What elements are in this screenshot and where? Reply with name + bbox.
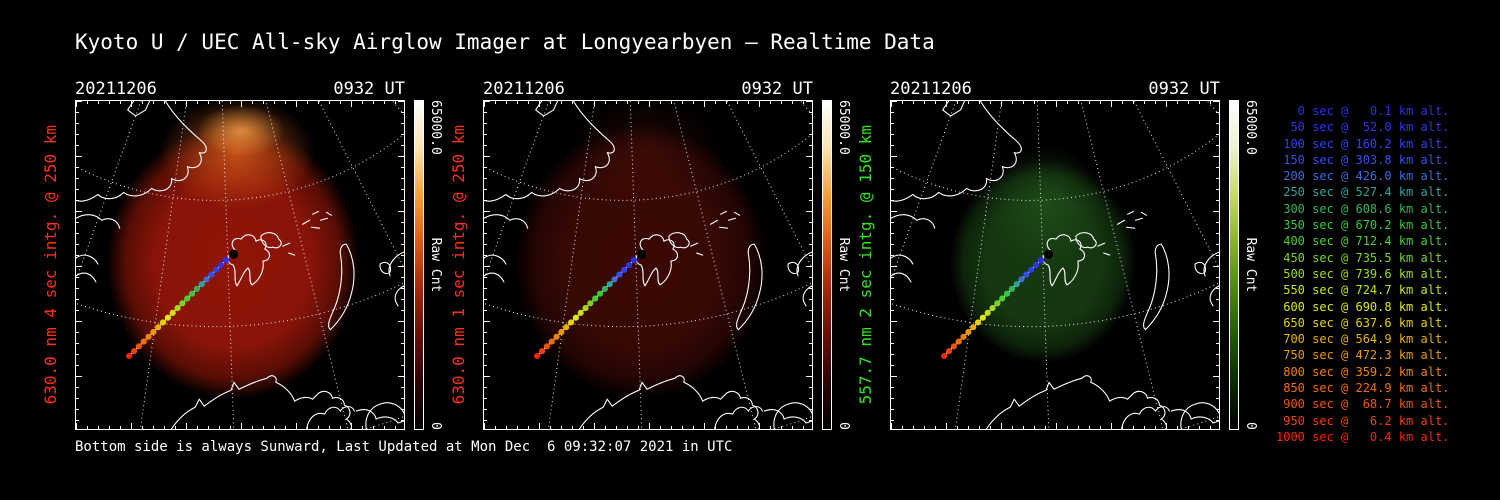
ephemeris-row: 1000 sec @ 0.4 km alt. bbox=[1276, 429, 1450, 444]
allsky-map bbox=[75, 100, 405, 430]
graticule bbox=[484, 101, 812, 429]
map-image bbox=[484, 101, 812, 429]
ephemeris-row: 650 sec @ 637.6 km alt. bbox=[1276, 315, 1450, 330]
panel-time: 0932 UT bbox=[1148, 79, 1220, 99]
colorbar bbox=[822, 100, 832, 430]
wavelength-label: 630.0 nm 1 sec intg. @ 250 km bbox=[447, 100, 469, 430]
airglow-field bbox=[514, 101, 768, 400]
allsky-map bbox=[483, 100, 813, 430]
panel-630nm-4sec: 20211206 0932 UT 630.0 nm 4 sec intg. @ … bbox=[41, 79, 447, 430]
ephemeris-row: 800 sec @ 359.2 km alt. bbox=[1276, 364, 1450, 379]
ephemeris-row: 200 sec @ 426.0 km alt. bbox=[1276, 169, 1450, 184]
wavelength-label-text: 630.0 nm 1 sec intg. @ 250 km bbox=[448, 125, 468, 405]
station-marker bbox=[1043, 249, 1054, 259]
page-title: Kyoto U / UEC All-sky Airglow Imager at … bbox=[75, 30, 935, 54]
ephemeris-row: 450 sec @ 735.5 km alt. bbox=[1276, 250, 1450, 265]
panel-630nm-1sec: 20211206 0932 UT 630.0 nm 1 sec intg. @ … bbox=[449, 79, 855, 430]
ephemeris-row: 500 sec @ 739.6 km alt. bbox=[1276, 266, 1450, 281]
coastlines bbox=[76, 101, 404, 429]
colorbar-labels: 65000.0 Raw Cnt 0 bbox=[836, 100, 854, 430]
colorbar-max-value: 65000.0 bbox=[836, 100, 851, 155]
satellite-track bbox=[534, 249, 647, 360]
ephemeris-row: 400 sec @ 712.4 km alt. bbox=[1276, 234, 1450, 249]
colorbar-min-value: 0 bbox=[428, 422, 443, 430]
graticule bbox=[891, 101, 1219, 429]
wavelength-label-text: 557.7 nm 2 sec intg. @ 150 km bbox=[855, 125, 875, 405]
ephemeris-row: 350 sec @ 670.2 km alt. bbox=[1276, 218, 1450, 233]
ephemeris-row: 250 sec @ 527.4 km alt. bbox=[1276, 185, 1450, 200]
ephemeris-row: 300 sec @ 608.6 km alt. bbox=[1276, 201, 1450, 216]
satellite-track bbox=[126, 249, 239, 360]
graticule bbox=[76, 101, 404, 429]
wavelength-label: 557.7 nm 2 sec intg. @ 150 km bbox=[854, 100, 876, 430]
panel-date: 20211206 bbox=[890, 79, 972, 99]
ephemeris-row: 950 sec @ 6.2 km alt. bbox=[1276, 413, 1450, 428]
panel-header: 20211206 0932 UT bbox=[483, 79, 813, 99]
footer-note: Bottom side is always Sunward, Last Upda… bbox=[75, 439, 733, 455]
ephemeris-row: 700 sec @ 564.9 km alt. bbox=[1276, 332, 1450, 347]
colorbar bbox=[1229, 100, 1239, 430]
ephemeris-row: 50 sec @ 52.0 km alt. bbox=[1276, 120, 1450, 135]
ephemeris-row: 150 sec @ 303.8 km alt. bbox=[1276, 152, 1450, 167]
ephemeris-row: 900 sec @ 68.7 km alt. bbox=[1276, 397, 1450, 412]
colorbar-min-value: 0 bbox=[836, 422, 851, 430]
ephemeris-row: 100 sec @ 160.2 km alt. bbox=[1276, 136, 1450, 151]
wavelength-label-text: 630.0 nm 4 sec intg. @ 250 km bbox=[40, 125, 60, 405]
panel-date: 20211206 bbox=[75, 79, 157, 99]
colorbar-title: Raw Cnt bbox=[1243, 237, 1258, 293]
satellite-track bbox=[941, 249, 1054, 360]
panel-header: 20211206 0932 UT bbox=[75, 79, 405, 99]
ephemeris-row: 750 sec @ 472.3 km alt. bbox=[1276, 348, 1450, 363]
panel-date: 20211206 bbox=[483, 79, 565, 99]
ephemeris-legend: 0 sec @ 0.1 km alt. 50 sec @ 52.0 km alt… bbox=[1276, 103, 1449, 445]
colorbar-max-value: 65000.0 bbox=[1243, 100, 1258, 155]
station-marker bbox=[228, 249, 239, 259]
ephemeris-row: 550 sec @ 724.7 km alt. bbox=[1276, 283, 1450, 298]
ephemeris-row: 0 sec @ 0.1 km alt. bbox=[1276, 104, 1450, 118]
colorbar-max-value: 65000.0 bbox=[428, 100, 443, 155]
colorbar-labels: 65000.0 Raw Cnt 0 bbox=[428, 100, 446, 430]
colorbar-labels: 65000.0 Raw Cnt 0 bbox=[1243, 100, 1261, 430]
allsky-map bbox=[890, 100, 1220, 430]
ephemeris-row: 850 sec @ 224.9 km alt. bbox=[1276, 381, 1450, 396]
airglow-field bbox=[106, 101, 360, 400]
colorbar-title: Raw Cnt bbox=[428, 237, 443, 293]
panel-time: 0932 UT bbox=[741, 79, 813, 99]
colorbar-min-value: 0 bbox=[1243, 422, 1258, 430]
map-image bbox=[891, 101, 1219, 429]
station-marker bbox=[636, 249, 647, 259]
panel-time: 0932 UT bbox=[333, 79, 405, 99]
coastlines bbox=[891, 101, 1219, 429]
wavelength-label: 630.0 nm 4 sec intg. @ 250 km bbox=[39, 100, 61, 430]
colorbar bbox=[414, 100, 424, 430]
ephemeris-row: 600 sec @ 690.8 km alt. bbox=[1276, 299, 1450, 314]
map-image bbox=[76, 101, 404, 429]
panel-557nm-2sec: 20211206 0932 UT 557.7 nm 2 sec intg. @ … bbox=[856, 79, 1262, 430]
colorbar-title: Raw Cnt bbox=[836, 237, 851, 293]
panel-header: 20211206 0932 UT bbox=[890, 79, 1220, 99]
